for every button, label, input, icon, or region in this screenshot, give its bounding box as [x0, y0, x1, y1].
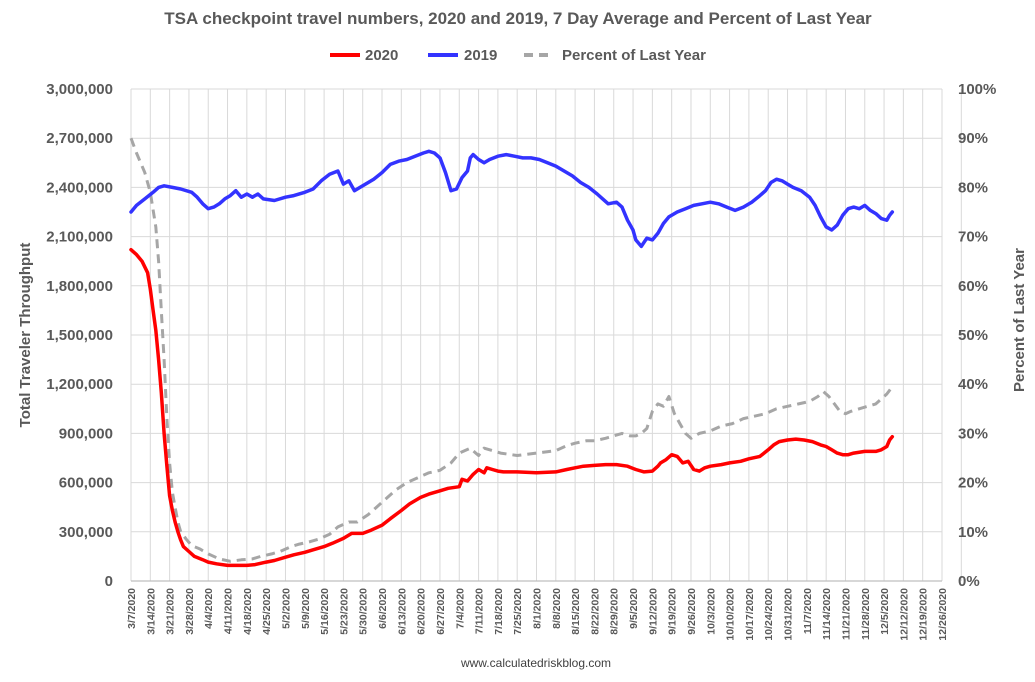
y2-tick-label: 0%: [958, 573, 980, 590]
x-tick-label: 5/9/2020: [300, 588, 312, 629]
x-tick-label: 12/26/2020: [937, 588, 949, 641]
x-tick-label: 5/30/2020: [358, 588, 370, 635]
chart-title: TSA checkpoint travel numbers, 2020 and …: [164, 9, 872, 28]
x-tick-label: 11/14/2020: [821, 588, 833, 640]
x-tick-label: 3/28/2020: [184, 588, 196, 635]
x-tick-label: 5/2/2020: [280, 588, 292, 629]
x-tick-label: 4/25/2020: [261, 588, 273, 635]
x-tick-label: 12/19/2020: [918, 588, 930, 641]
series-lines: [129, 137, 895, 568]
y2-tick-label: 60%: [958, 278, 988, 295]
x-tick-label: 10/24/2020: [763, 588, 775, 641]
x-tick-label: 8/22/2020: [589, 588, 601, 635]
y2-tick-label: 20%: [958, 475, 988, 492]
y2-tick-label: 50%: [958, 327, 988, 344]
x-tick-label: 12/12/2020: [898, 588, 910, 641]
right-axis-ticks: 0% 10% 20% 30% 40% 50% 60% 70% 80% 90% 100%: [958, 81, 996, 590]
x-tick-label: 7/11/2020: [474, 588, 486, 634]
y-tick-label: 300,000: [59, 524, 113, 541]
x-tick-label: 9/26/2020: [686, 588, 698, 635]
y2-tick-label: 30%: [958, 425, 988, 442]
legend: 2020 2019 Percent of Last Year: [330, 47, 706, 64]
x-tick-label: 7/4/2020: [454, 588, 466, 629]
y-tick-label: 2,100,000: [46, 229, 113, 246]
x-tick-label: 8/29/2020: [609, 588, 621, 635]
x-tick-label: 3/21/2020: [165, 588, 177, 635]
legend-label-2019: 2019: [464, 47, 497, 64]
x-tick-label: 6/27/2020: [435, 588, 447, 635]
x-tick-label: 4/11/2020: [223, 588, 235, 634]
y-tick-label: 3,000,000: [46, 81, 113, 98]
x-tick-label: 10/10/2020: [725, 588, 737, 641]
x-axis-ticks: 3/7/2020 3/14/2020 3/21/2020 3/28/2020 4/4/2…: [126, 588, 949, 641]
x-tick-label: 5/23/2020: [338, 588, 350, 635]
x-tick-label: 4/18/2020: [242, 588, 254, 635]
series-line-percent-of-last-year: [129, 137, 894, 563]
x-tick-label: 10/17/2020: [744, 588, 756, 641]
y-tick-label: 1,500,000: [46, 327, 113, 344]
y2-tick-label: 90%: [958, 130, 988, 147]
y-tick-label: 900,000: [59, 425, 113, 442]
y-tick-label: 2,400,000: [46, 179, 113, 196]
x-tick-label: 11/21/2020: [840, 588, 852, 640]
y2-tick-label: 80%: [958, 179, 988, 196]
x-tick-label: 8/15/2020: [570, 588, 582, 635]
y2-tick-label: 10%: [958, 524, 988, 541]
y-axis-title: Total Traveler Throughput: [17, 243, 34, 428]
x-tick-label: 8/1/2020: [532, 588, 544, 629]
legend-label-2020: 2020: [365, 47, 398, 64]
y-tick-label: 1,800,000: [46, 278, 113, 295]
y2-tick-label: 100%: [958, 81, 996, 98]
y-tick-label: 2,700,000: [46, 130, 113, 147]
x-tick-label: 10/3/2020: [705, 588, 717, 635]
left-axis-ticks: 0 300,000 600,000 900,000 1,200,000 1,500,000…: [46, 81, 113, 590]
x-tick-label: 3/7/2020: [126, 588, 138, 629]
x-tick-label: 10/31/2020: [783, 588, 795, 641]
x-tick-label: 4/4/2020: [203, 588, 215, 629]
x-tick-label: 9/19/2020: [667, 588, 679, 635]
y-tick-label: 600,000: [59, 475, 113, 492]
x-tick-label: 11/7/2020: [802, 588, 814, 634]
y2-axis-title: Percent of Last Year: [1011, 248, 1028, 392]
y-tick-label: 0: [105, 573, 113, 590]
legend-label-percent: Percent of Last Year: [562, 47, 706, 64]
x-tick-label: 6/13/2020: [396, 588, 408, 635]
source-credit: www.calculatedriskblog.com: [460, 656, 611, 670]
x-tick-label: 7/18/2020: [493, 588, 505, 635]
x-tick-label: 11/28/2020: [860, 588, 872, 640]
x-tick-label: 9/12/2020: [647, 588, 659, 635]
x-tick-label: 12/5/2020: [879, 588, 891, 635]
series-line-2019: [129, 149, 895, 249]
x-tick-label: 9/5/2020: [628, 588, 640, 629]
y2-tick-label: 70%: [958, 229, 988, 246]
gridlines: [130, 88, 962, 582]
y2-tick-label: 40%: [958, 376, 988, 393]
series-line-2020: [129, 247, 895, 568]
x-tick-label: 6/20/2020: [416, 588, 428, 635]
x-tick-label: 7/25/2020: [512, 588, 524, 635]
x-tick-label: 8/8/2020: [551, 588, 563, 629]
x-tick-label: 5/16/2020: [319, 588, 331, 635]
x-tick-label: 3/14/2020: [145, 588, 157, 635]
y-tick-label: 1,200,000: [46, 376, 113, 393]
x-tick-label: 6/6/2020: [377, 588, 389, 629]
